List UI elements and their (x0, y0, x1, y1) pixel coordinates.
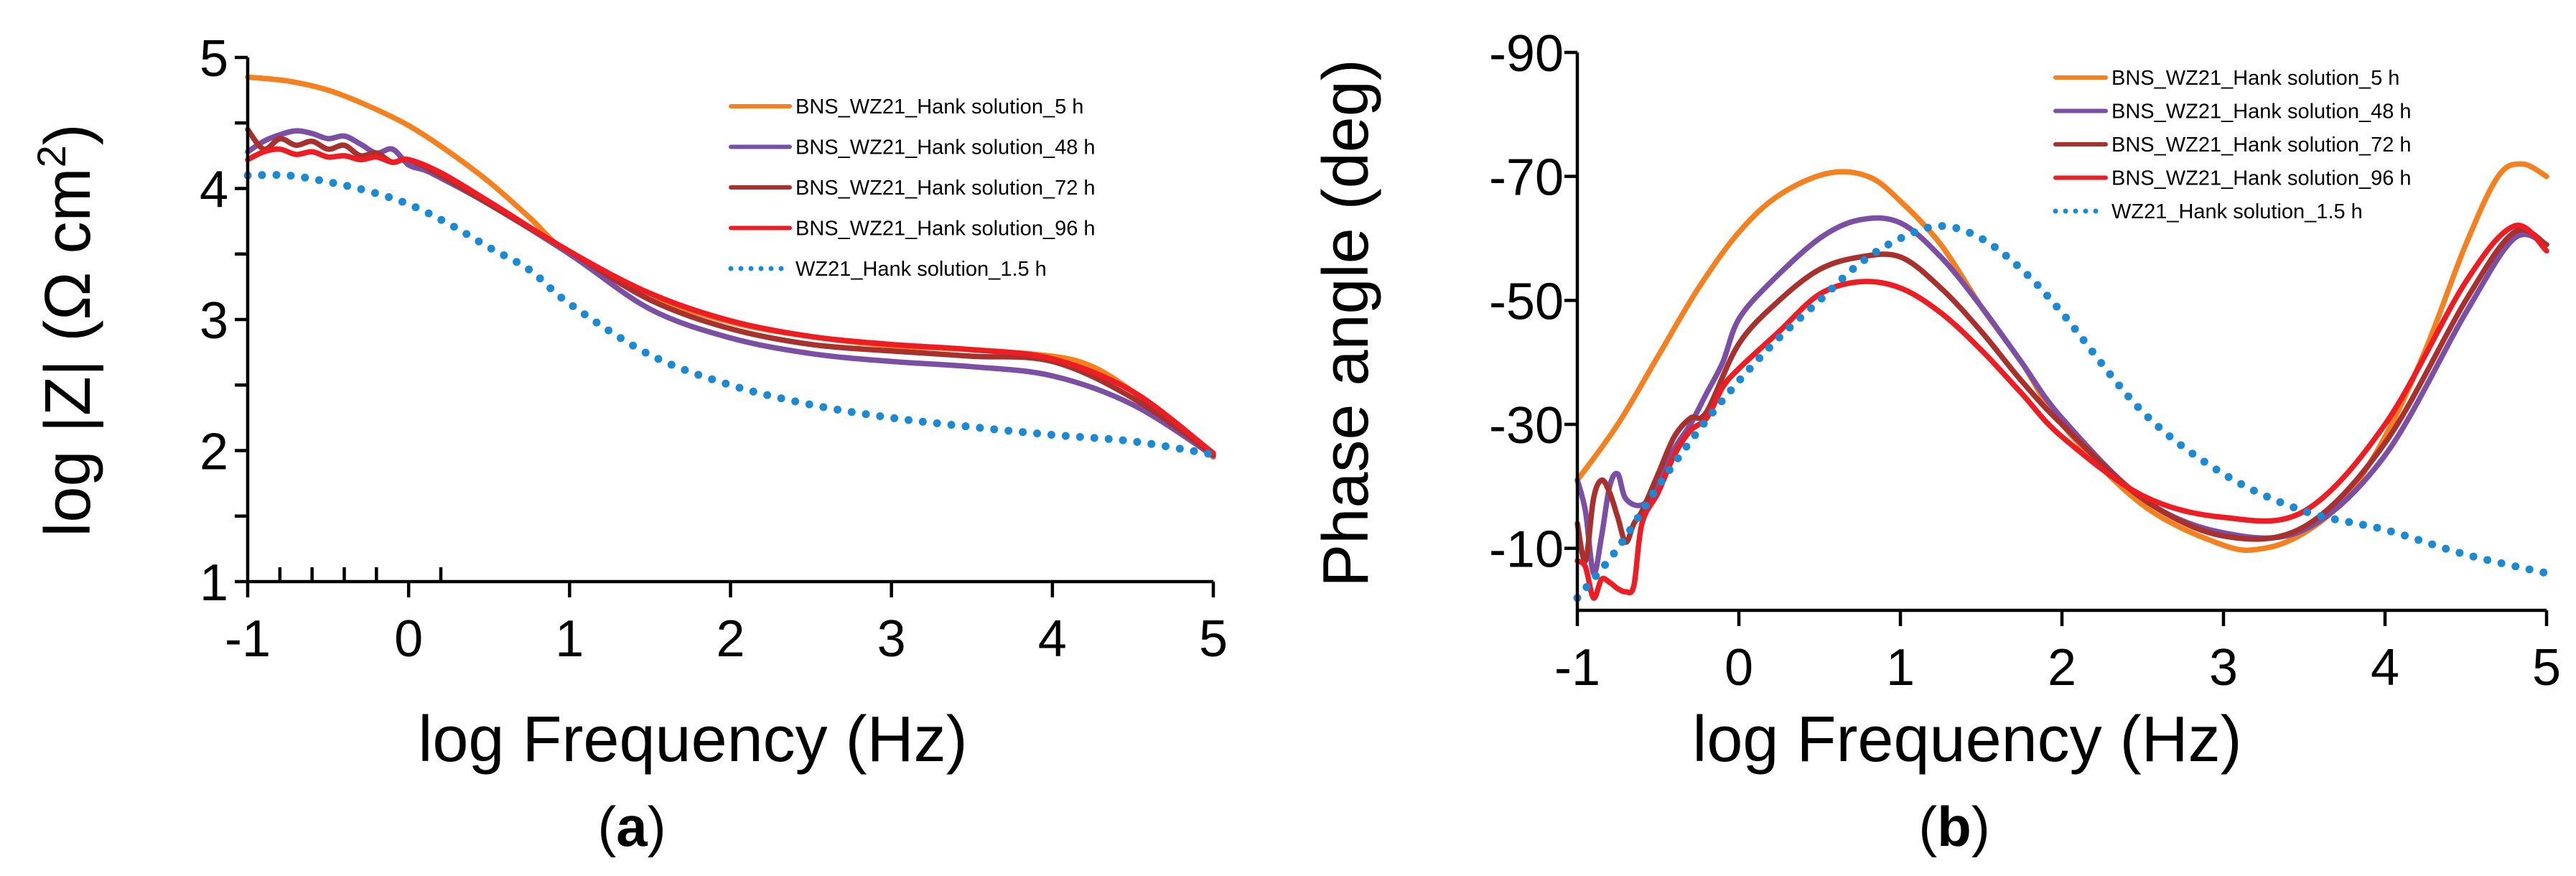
chart-b-series-line-3 (1574, 227, 2549, 564)
chart-a-legend: BNS_WZ21_Hank solution_5 h BNS_WZ21_Hank … (728, 95, 1096, 281)
chart-a-y-axis-title-superscript: 2 (29, 145, 74, 167)
chart-b-series-line-2 (1574, 215, 2549, 577)
chart-a-axes (235, 55, 1215, 597)
chart-a-y-tick-label-3: 3 (200, 292, 228, 350)
chart-a-y-tick-label-2: 2 (200, 424, 228, 481)
chart-a-y-tick-label-1: 1 (200, 554, 228, 612)
chart-a-legend-item-2: BNS_WZ21_Hank solution_48 h (729, 136, 1096, 159)
chart-a-series-line-5 (243, 171, 1218, 459)
chart-a-x-tick-label-2: 0 (394, 610, 423, 668)
chart-b-x-tick-label-3: 1 (1886, 639, 1915, 696)
chart-b-x-tick-label-4: 2 (2048, 639, 2076, 696)
chart-b-axes (1564, 50, 2549, 626)
chart-b-y-tick-label-3: -50 (1489, 273, 1564, 330)
chart-b-x-tick-label-5: 3 (2209, 639, 2238, 696)
chart-b-legend-label-2: BNS_WZ21_Hank solution_48 h (2111, 101, 2412, 124)
panel-label-b-close: ) (1971, 795, 1990, 858)
chart-a-x-axis-title: log Frequency (Hz) (418, 704, 967, 775)
panel-label-a-letter: a (616, 795, 648, 858)
chart-b-x-tick-label-6: 4 (2371, 639, 2399, 696)
chart-b-y-tick-label-2: -30 (1489, 397, 1564, 455)
chart-b: -1 0 1 2 3 4 5 -10-30-50-70-90 log Frequency (… (1310, 25, 2561, 858)
panel-label-b-open: ( (1918, 795, 1937, 858)
chart-a-legend-label-3: BNS_WZ21_Hank solution_72 h (795, 177, 1096, 200)
panel-label-b-letter: b (1937, 795, 1971, 858)
chart-a-legend-label-2: BNS_WZ21_Hank solution_48 h (795, 136, 1096, 159)
chart-b-x-tick-label-7: 5 (2532, 639, 2561, 696)
chart-a: -1 0 1 2 3 4 5 1 2 3 4 5 log Frequency (Hz) log |Z… (29, 30, 1228, 858)
chart-b-x-tick-label-2: 0 (1725, 639, 1753, 696)
chart-a-x-tick-label-1: -1 (225, 610, 271, 668)
chart-a-series-line-4 (245, 146, 1216, 456)
chart-a-legend-item-3: BNS_WZ21_Hank solution_72 h (729, 177, 1096, 200)
chart-b-legend-item-4: BNS_WZ21_Hank solution_96 h (2053, 167, 2412, 190)
panel-label-a: (a) (597, 795, 666, 858)
chart-b-series-line-5 (1573, 222, 2551, 602)
chart-a-legend-label-4: BNS_WZ21_Hank solution_96 h (795, 218, 1096, 241)
chart-a-y-axis-title: log |Z| (Ω cm2) (29, 124, 104, 536)
chart-b-series-group (1573, 161, 2551, 602)
chart-a-x-tick-label-3: 1 (555, 610, 584, 668)
chart-b-legend-label-4: BNS_WZ21_Hank solution_96 h (2111, 167, 2412, 190)
chart-a-legend-item-5: WZ21_Hank solution_1.5 h (728, 258, 1047, 281)
chart-a-y-tick-label-4: 4 (200, 162, 228, 219)
chart-a-series-group (243, 74, 1218, 460)
chart-b-legend-label-1: BNS_WZ21_Hank solution_5 h (2111, 67, 2399, 90)
chart-b-y-tick-label-5: -90 (1489, 25, 1564, 83)
chart-a-y-axis-title-main: log |Z| (Ω cm (32, 168, 104, 537)
chart-b-legend-item-3: BNS_WZ21_Hank solution_72 h (2053, 134, 2412, 157)
chart-a-x-tick-label-7: 5 (1199, 610, 1228, 668)
chart-b-series-line-4 (1574, 223, 2549, 601)
panel-label-a-close: ) (648, 795, 666, 858)
chart-b-legend-item-5: WZ21_Hank solution_1.5 h (2053, 200, 2363, 223)
chart-b-x-axis-title: log Frequency (Hz) (1692, 704, 2241, 775)
chart-b-legend: BNS_WZ21_Hank solution_5 h BNS_WZ21_Hank … (2053, 67, 2412, 223)
chart-a-x-tick-label-5: 3 (877, 610, 906, 668)
chart-b-legend-label-5: WZ21_Hank solution_1.5 h (2111, 200, 2363, 223)
chart-a-y-tick-label-5: 5 (200, 30, 228, 88)
chart-a-legend-item-4: BNS_WZ21_Hank solution_96 h (729, 218, 1096, 241)
chart-b-y-tick-label-4: -70 (1489, 149, 1564, 207)
chart-a-y-axis-title-close: ) (32, 124, 104, 145)
chart-a-legend-label-1: BNS_WZ21_Hank solution_5 h (795, 95, 1083, 118)
chart-a-y-tick-labels: 1 2 3 4 5 (200, 30, 228, 612)
chart-a-legend-label-5: WZ21_Hank solution_1.5 h (795, 258, 1047, 281)
chart-a-x-tick-label-6: 4 (1038, 610, 1067, 668)
chart-b-legend-label-3: BNS_WZ21_Hank solution_72 h (2111, 134, 2412, 157)
chart-a-x-tick-labels: -1 0 1 2 3 4 5 (225, 610, 1228, 668)
chart-b-y-axis-title: Phase angle (deg) (1310, 59, 1382, 587)
chart-b-legend-item-2: BNS_WZ21_Hank solution_48 h (2053, 101, 2412, 124)
panel-label-b: (b) (1918, 795, 1990, 858)
chart-b-y-tick-label-1: -10 (1489, 521, 1564, 579)
panel-label-a-open: ( (597, 795, 616, 858)
chart-b-x-tick-label-1: -1 (1554, 639, 1600, 696)
chart-a-legend-item-1: BNS_WZ21_Hank solution_5 h (729, 95, 1083, 118)
chart-b-x-tick-labels: -1 0 1 2 3 4 5 (1554, 639, 2561, 696)
chart-b-legend-item-1: BNS_WZ21_Hank solution_5 h (2053, 67, 2399, 90)
chart-a-x-tick-label-4: 2 (716, 610, 745, 668)
chart-b-y-tick-labels: -10 -30 -50 -70 -90 (1489, 25, 1564, 579)
